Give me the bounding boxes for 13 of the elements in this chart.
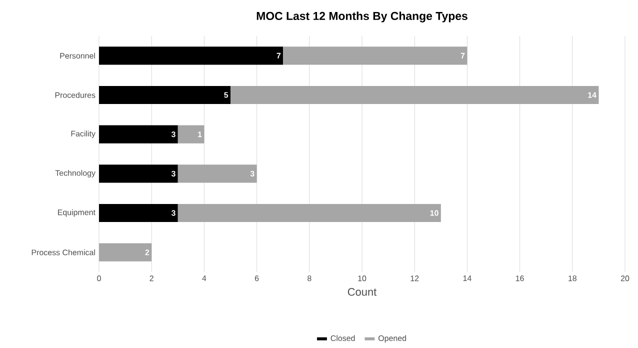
bar [283,46,468,65]
chart-title: MOC Last 12 Months By Change Types [256,12,468,22]
bar [178,204,441,222]
x-axis-title: Count [348,288,377,296]
bar [99,125,178,144]
bar [230,86,599,104]
bar [99,204,178,222]
bar [178,164,257,183]
bar [99,243,152,262]
bar [99,164,178,183]
bar [178,125,204,144]
bar [99,86,230,104]
bar [99,46,284,65]
